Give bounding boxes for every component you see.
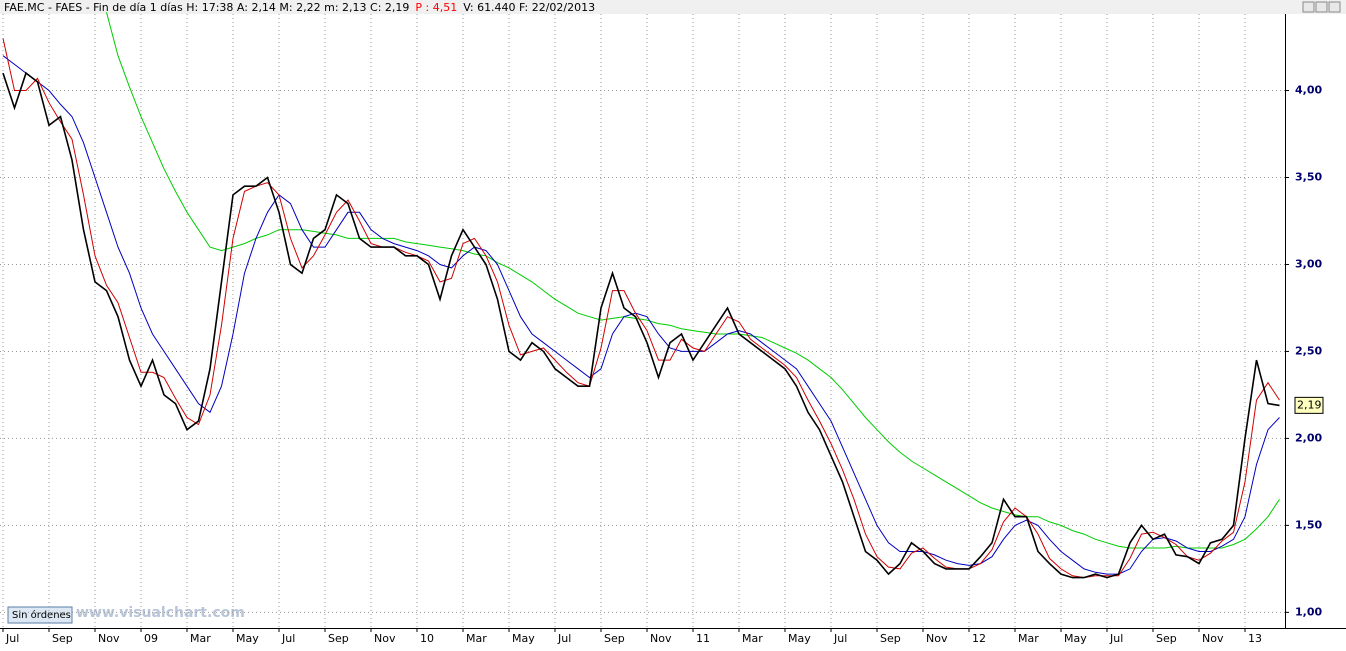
x-tick-label: 12 bbox=[972, 632, 986, 645]
x-tick-label: 10 bbox=[420, 632, 434, 645]
x-tick-label: May bbox=[788, 632, 811, 645]
y-tick-label: 3,50 bbox=[1295, 171, 1322, 184]
header-part: P : 4,51 bbox=[415, 1, 457, 14]
x-tick-label: May bbox=[1064, 632, 1087, 645]
x-tick-label: 11 bbox=[696, 632, 710, 645]
x-tick-label: Mar bbox=[1018, 632, 1039, 645]
x-tick-label: May bbox=[512, 632, 535, 645]
window-controls[interactable] bbox=[1302, 1, 1341, 13]
y-tick-label: 1,50 bbox=[1295, 518, 1322, 531]
x-tick-label: Nov bbox=[1202, 632, 1224, 645]
x-tick-label: May bbox=[236, 632, 259, 645]
x-tick-label: Nov bbox=[374, 632, 396, 645]
header-part: FAE.MC - FAES - Fin de día 1 días H: 17:… bbox=[4, 1, 409, 14]
orders-button[interactable] bbox=[7, 606, 73, 624]
x-tick-label: Jul bbox=[5, 632, 19, 645]
x-tick-label: Jul bbox=[557, 632, 571, 645]
x-tick-label: Nov bbox=[98, 632, 120, 645]
y-tick-label: 1,00 bbox=[1295, 605, 1322, 618]
x-tick-label: Nov bbox=[926, 632, 948, 645]
watermark: www.visualchart.com bbox=[76, 605, 245, 621]
x-tick-label: Sep bbox=[880, 632, 901, 645]
x-tick-label: Sep bbox=[52, 632, 73, 645]
x-tick-label: Mar bbox=[190, 632, 211, 645]
y-tick-label: 4,00 bbox=[1295, 84, 1322, 97]
series-line bbox=[106, 12, 1280, 549]
y-tick-label: 3,00 bbox=[1295, 257, 1322, 270]
y-tick-label: 2,50 bbox=[1295, 344, 1322, 357]
orders-label[interactable]: Sin órdenes bbox=[12, 609, 71, 621]
header-info: FAE.MC - FAES - Fin de día 1 días H: 17:… bbox=[4, 1, 595, 14]
x-tick-label: Nov bbox=[650, 632, 672, 645]
maximize-button[interactable] bbox=[1315, 1, 1328, 13]
series-line bbox=[2, 55, 1280, 575]
header-bar bbox=[0, 0, 1346, 14]
x-tick-label: Sep bbox=[604, 632, 625, 645]
x-tick-label: Sep bbox=[328, 632, 349, 645]
x-tick-label: Sep bbox=[1156, 632, 1177, 645]
x-tick-label: Jul bbox=[281, 632, 295, 645]
last-price-box bbox=[1294, 396, 1324, 414]
last-price-label: 2,19 bbox=[1297, 398, 1322, 411]
x-tick-label: 09 bbox=[144, 632, 158, 645]
x-tick-label: Mar bbox=[466, 632, 487, 645]
x-tick-label: Jul bbox=[1109, 632, 1123, 645]
minimize-button[interactable] bbox=[1302, 1, 1315, 13]
series-line bbox=[2, 71, 1280, 579]
x-tick-label: Mar bbox=[742, 632, 763, 645]
series-line bbox=[2, 38, 1280, 579]
close-button[interactable] bbox=[1328, 1, 1341, 13]
header-part: V: 61.440 F: 22/02/2013 bbox=[463, 1, 595, 14]
y-tick-label: 2,00 bbox=[1295, 431, 1322, 444]
x-tick-label: Jul bbox=[833, 632, 847, 645]
x-tick-label: 13 bbox=[1248, 632, 1262, 645]
